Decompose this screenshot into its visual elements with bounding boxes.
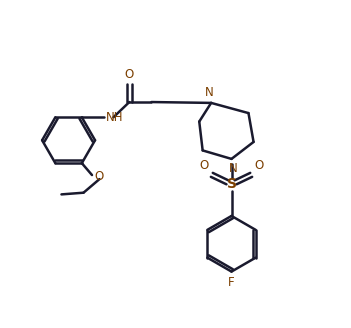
Text: N: N [205, 86, 214, 99]
Text: NH: NH [106, 111, 123, 124]
Text: N: N [229, 162, 238, 174]
Text: F: F [228, 276, 235, 289]
Text: S: S [226, 177, 237, 191]
Text: O: O [95, 170, 104, 183]
Text: O: O [254, 159, 264, 172]
Text: O: O [199, 159, 208, 172]
Text: O: O [125, 68, 134, 81]
